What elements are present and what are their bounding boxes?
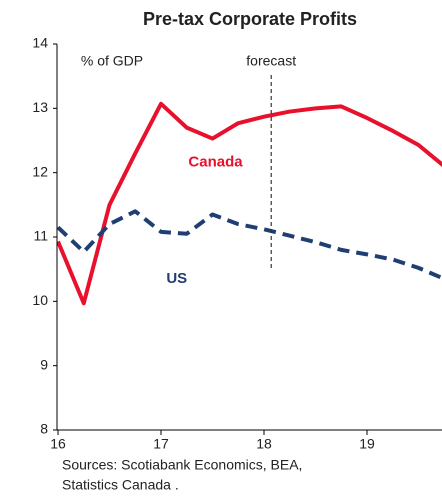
source-line: Statistics Canada .	[62, 477, 179, 493]
y-tick-label: 9	[40, 356, 48, 372]
series-label: Canada	[188, 154, 243, 171]
plot-area	[57, 101, 442, 306]
x-tick-label: 17	[153, 436, 169, 452]
y-tick-label: 11	[33, 228, 48, 244]
y-tick-label: 10	[32, 292, 48, 308]
x-tick-label: 16	[50, 436, 66, 452]
y-tick-label: 14	[32, 35, 48, 51]
x-tick-label: 19	[359, 436, 375, 452]
y-axis-label: % of GDP	[81, 53, 143, 69]
x-tick-label: 18	[256, 436, 272, 452]
series-label: US	[166, 270, 187, 287]
y-tick-label: 13	[32, 99, 48, 115]
y-tick-label: 12	[32, 163, 48, 179]
series-line	[57, 101, 442, 306]
y-tick-label: 8	[40, 421, 48, 437]
forecast-label: forecast	[246, 53, 296, 69]
series-line	[57, 209, 442, 281]
chart-title: Pre-tax Corporate Profits	[143, 9, 357, 29]
source-line: Sources: Scotiabank Economics, BEA,	[62, 457, 302, 473]
